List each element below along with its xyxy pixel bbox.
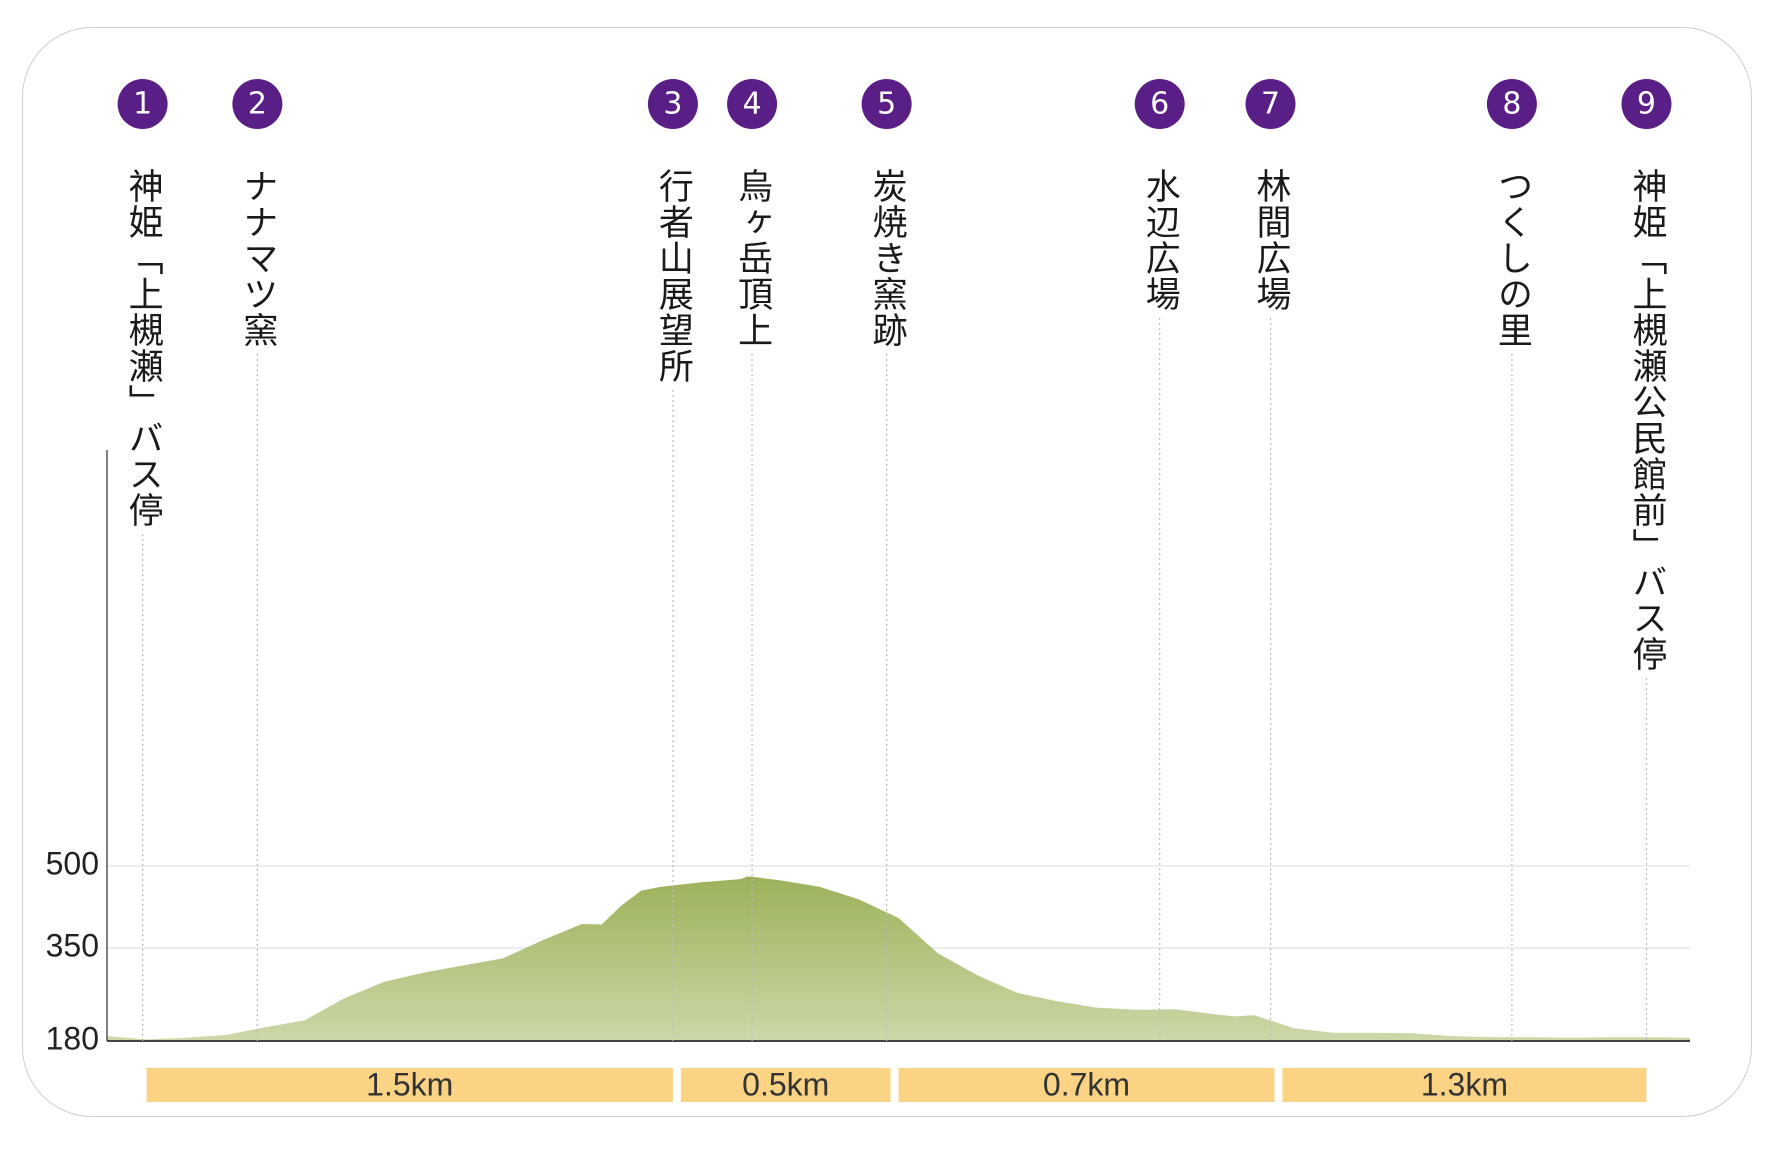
- checkpoint-number-badge: [861, 79, 912, 129]
- checkpoint-number: 9: [1637, 87, 1656, 122]
- elevation-area: [107, 876, 1690, 1041]
- checkpoint-number-badge: [727, 79, 778, 129]
- distance-segments: 1.5km 0.5km 0.7km 1.3km: [146, 1066, 1647, 1102]
- distance-segment: 1.3km: [1282, 1066, 1647, 1102]
- distance-segment: 0.5km: [680, 1066, 891, 1102]
- axes: [106, 450, 1690, 1042]
- checkpoints: 1 神姫「上槻瀬」バス停 2 ナナマツ窯 3 行者山展望所 4 烏ヶ岳頂上 5 炭焼き窯跡 6 水辺広…: [117, 79, 1672, 1041]
- checkpoint-number: 7: [1261, 87, 1280, 122]
- checkpoint: 6 水辺広場: [1134, 79, 1185, 1041]
- checkpoint: 4 烏ヶ岳頂上: [727, 79, 778, 1041]
- checkpoint: 1 神姫「上槻瀬」バス停: [117, 79, 168, 1041]
- checkpoint-name: つくしの里: [1492, 168, 1532, 348]
- checkpoint-number-badge: [232, 79, 283, 129]
- checkpoint-name: 林間広場: [1251, 168, 1291, 312]
- checkpoint: 7 林間広場: [1245, 79, 1296, 1041]
- checkpoint: 5 炭焼き窯跡: [861, 79, 912, 1041]
- checkpoint-number: 5: [877, 87, 896, 122]
- y-tick-labels: 180 350 500: [46, 845, 99, 1056]
- checkpoint-name: 行者山展望所: [653, 168, 694, 384]
- checkpoint-name: ナナマツ窯: [237, 168, 277, 348]
- elevation-fill: [107, 876, 1690, 1041]
- checkpoint-number: 8: [1502, 87, 1521, 122]
- distance-bar: [680, 1068, 891, 1102]
- distance-label: 0.5km: [742, 1066, 829, 1102]
- distance-bar: [146, 1068, 673, 1102]
- checkpoint-name: 烏ヶ岳頂上: [732, 168, 772, 348]
- checkpoint-name: 炭焼き窯跡: [867, 168, 907, 348]
- checkpoint: 2 ナナマツ窯: [232, 79, 283, 1041]
- checkpoint-number: 4: [743, 87, 762, 122]
- distance-bar: [898, 1068, 1275, 1102]
- checkpoint-number-badge: [1621, 79, 1672, 129]
- distance-label: 0.7km: [1043, 1066, 1130, 1102]
- y-tick-label: 500: [46, 845, 99, 881]
- y-tick-label: 350: [46, 927, 99, 963]
- y-tick-label: 180: [46, 1020, 99, 1056]
- checkpoint: 9 神姫「上槻瀬公民館前」バス停: [1621, 79, 1672, 1041]
- checkpoint-name: 水辺広場: [1140, 168, 1180, 312]
- distance-segment: 0.7km: [898, 1066, 1275, 1102]
- distance-label: 1.3km: [1421, 1066, 1508, 1102]
- checkpoint-number-badge: [1486, 79, 1537, 129]
- checkpoint-name: 神姫「上槻瀬公民館前」バス停: [1626, 168, 1667, 672]
- checkpoint-number-badge: [1245, 79, 1296, 129]
- distance-bar: [1282, 1068, 1647, 1102]
- distance-segment: 1.5km: [146, 1066, 673, 1102]
- checkpoint-number-badge: [647, 79, 698, 129]
- checkpoint-number: 2: [248, 87, 267, 122]
- checkpoint-name: 神姫「上槻瀬」バス停: [123, 168, 164, 528]
- distance-label: 1.5km: [366, 1066, 453, 1102]
- checkpoint-number-badge: [1134, 79, 1185, 129]
- checkpoint-number: 1: [133, 87, 152, 122]
- checkpoint: 8 つくしの里: [1486, 79, 1537, 1041]
- checkpoint: 3 行者山展望所: [647, 79, 698, 1041]
- checkpoint-number: 3: [663, 87, 682, 122]
- checkpoint-number: 6: [1150, 87, 1169, 122]
- checkpoint-number-badge: [117, 79, 168, 129]
